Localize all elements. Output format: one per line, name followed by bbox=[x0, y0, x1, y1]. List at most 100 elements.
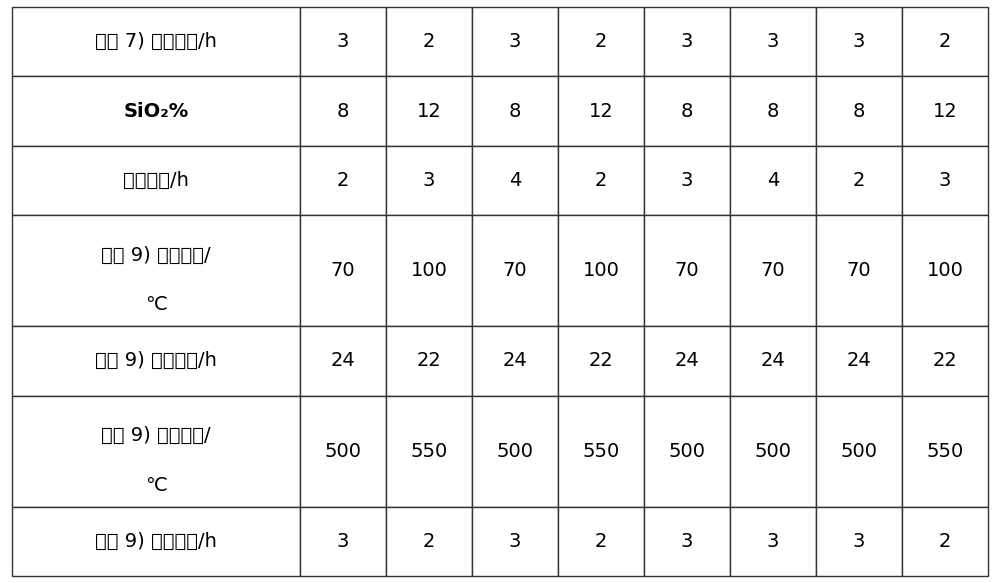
Bar bbox=[644, 507, 730, 576]
Text: 3: 3 bbox=[767, 32, 779, 51]
Text: 550: 550 bbox=[582, 441, 620, 461]
Bar bbox=[816, 396, 902, 507]
Text: 步骤 9) 焙烧时间/h: 步骤 9) 焙烧时间/h bbox=[95, 532, 217, 551]
Text: 70: 70 bbox=[331, 261, 355, 280]
Bar bbox=[902, 7, 988, 76]
Bar bbox=[902, 326, 988, 396]
Text: 22: 22 bbox=[417, 352, 441, 370]
Text: 2: 2 bbox=[423, 32, 435, 51]
Bar bbox=[816, 7, 902, 76]
Text: 步骤 9) 烘干温度/: 步骤 9) 烘干温度/ bbox=[101, 245, 211, 265]
Text: ℃: ℃ bbox=[145, 296, 167, 314]
Bar bbox=[730, 396, 816, 507]
Text: 3: 3 bbox=[939, 171, 951, 190]
Text: 550: 550 bbox=[926, 441, 964, 461]
Bar bbox=[644, 76, 730, 146]
Text: 2: 2 bbox=[595, 171, 607, 190]
Bar bbox=[472, 7, 558, 76]
Bar bbox=[558, 396, 644, 507]
Bar bbox=[386, 76, 472, 146]
Text: 3: 3 bbox=[337, 532, 349, 551]
Text: 球磨时间/h: 球磨时间/h bbox=[123, 171, 189, 190]
Bar bbox=[386, 326, 472, 396]
Text: SiO₂%: SiO₂% bbox=[123, 101, 189, 121]
Text: 3: 3 bbox=[853, 32, 865, 51]
Text: 2: 2 bbox=[423, 532, 435, 551]
Bar bbox=[558, 215, 644, 326]
Text: 3: 3 bbox=[337, 32, 349, 51]
Bar bbox=[12, 396, 300, 507]
Bar bbox=[12, 326, 300, 396]
Text: 24: 24 bbox=[761, 352, 785, 370]
Bar bbox=[12, 215, 300, 326]
Bar bbox=[300, 146, 386, 215]
Text: 24: 24 bbox=[847, 352, 871, 370]
Text: 2: 2 bbox=[939, 532, 951, 551]
Bar bbox=[386, 7, 472, 76]
Text: 22: 22 bbox=[933, 352, 957, 370]
Bar bbox=[816, 76, 902, 146]
Bar bbox=[902, 76, 988, 146]
Text: 500: 500 bbox=[840, 441, 877, 461]
Bar bbox=[558, 507, 644, 576]
Bar bbox=[902, 146, 988, 215]
Text: 100: 100 bbox=[927, 261, 963, 280]
Text: 8: 8 bbox=[681, 101, 693, 121]
Bar bbox=[902, 396, 988, 507]
Bar bbox=[644, 326, 730, 396]
Text: 3: 3 bbox=[853, 532, 865, 551]
Bar bbox=[816, 146, 902, 215]
Bar bbox=[386, 215, 472, 326]
Bar bbox=[386, 396, 472, 507]
Bar bbox=[386, 146, 472, 215]
Bar bbox=[730, 146, 816, 215]
Bar bbox=[730, 7, 816, 76]
Text: 500: 500 bbox=[668, 441, 705, 461]
Bar bbox=[816, 215, 902, 326]
Bar bbox=[644, 396, 730, 507]
Text: 8: 8 bbox=[337, 101, 349, 121]
Text: 550: 550 bbox=[410, 441, 448, 461]
Text: 100: 100 bbox=[410, 261, 447, 280]
Bar bbox=[472, 146, 558, 215]
Bar bbox=[730, 215, 816, 326]
Text: 24: 24 bbox=[675, 352, 699, 370]
Bar bbox=[730, 326, 816, 396]
Bar bbox=[816, 326, 902, 396]
Bar bbox=[300, 7, 386, 76]
Text: 2: 2 bbox=[939, 32, 951, 51]
Text: 8: 8 bbox=[853, 101, 865, 121]
Bar bbox=[472, 76, 558, 146]
Text: 2: 2 bbox=[337, 171, 349, 190]
Text: 3: 3 bbox=[423, 171, 435, 190]
Bar bbox=[644, 215, 730, 326]
Text: 3: 3 bbox=[681, 32, 693, 51]
Text: 步骤 9) 焙烧温度/: 步骤 9) 焙烧温度/ bbox=[101, 426, 211, 445]
Text: 500: 500 bbox=[496, 441, 533, 461]
Bar bbox=[472, 215, 558, 326]
Text: 22: 22 bbox=[589, 352, 613, 370]
Bar bbox=[558, 146, 644, 215]
Text: 4: 4 bbox=[767, 171, 779, 190]
Text: 70: 70 bbox=[761, 261, 785, 280]
Bar bbox=[558, 76, 644, 146]
Text: 2: 2 bbox=[595, 532, 607, 551]
Text: 24: 24 bbox=[503, 352, 527, 370]
Bar bbox=[730, 76, 816, 146]
Text: 12: 12 bbox=[933, 101, 957, 121]
Bar bbox=[558, 7, 644, 76]
Bar bbox=[644, 7, 730, 76]
Text: 步骤 7) 焙烧时间/h: 步骤 7) 焙烧时间/h bbox=[95, 32, 217, 51]
Text: 70: 70 bbox=[675, 261, 699, 280]
Bar bbox=[12, 7, 300, 76]
Bar bbox=[386, 507, 472, 576]
Text: 3: 3 bbox=[681, 532, 693, 551]
Text: 12: 12 bbox=[589, 101, 613, 121]
Text: 500: 500 bbox=[324, 441, 361, 461]
Bar bbox=[300, 396, 386, 507]
Text: 4: 4 bbox=[509, 171, 521, 190]
Bar bbox=[300, 215, 386, 326]
Text: 2: 2 bbox=[853, 171, 865, 190]
Bar bbox=[12, 146, 300, 215]
Text: ℃: ℃ bbox=[145, 476, 167, 495]
